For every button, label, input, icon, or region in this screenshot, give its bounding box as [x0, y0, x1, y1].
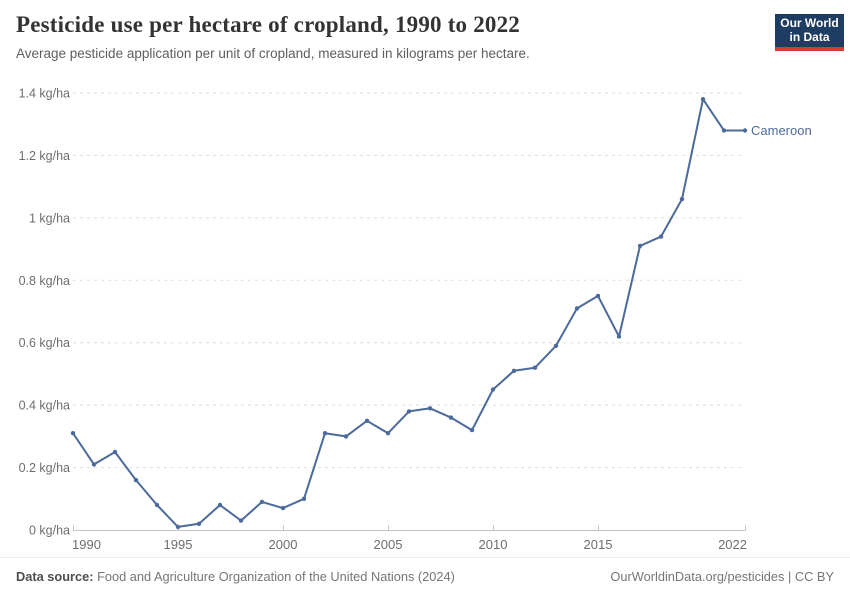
x-axis-tick-label: 2015 — [584, 537, 613, 552]
data-point — [196, 521, 202, 526]
attribution: OurWorldinData.org/pesticides | CC BY — [610, 569, 834, 584]
x-axis-tick-label: 1990 — [72, 537, 101, 552]
y-axis-tick-label: 1 kg/ha — [29, 211, 70, 225]
data-point — [112, 449, 118, 455]
data-point — [406, 409, 412, 414]
data-point — [658, 234, 664, 239]
chart-subtitle: Average pesticide application per unit o… — [16, 46, 530, 61]
data-point — [385, 431, 391, 436]
data-point — [490, 387, 496, 392]
data-point — [70, 431, 76, 436]
data-point — [700, 97, 706, 102]
chart-title: Pesticide use per hectare of cropland, 1… — [16, 12, 521, 37]
y-axis-tick-label: 1.4 kg/ha — [19, 87, 70, 101]
x-axis-tick-label: 2005 — [374, 537, 403, 552]
data-point — [280, 505, 286, 511]
data-point — [154, 502, 160, 508]
data-point — [301, 496, 307, 501]
data-source: Data source: Food and Agriculture Organi… — [16, 569, 455, 584]
data-point — [679, 196, 685, 202]
data-point — [511, 368, 517, 373]
data-point — [595, 293, 601, 299]
data-point — [721, 128, 727, 133]
data-point — [532, 365, 538, 370]
data-point — [637, 243, 643, 249]
data-point — [133, 477, 139, 483]
x-axis-tick-label: 2000 — [269, 537, 298, 552]
chart-header: Pesticide use per hectare of cropland, 1… — [16, 12, 756, 61]
data-point — [742, 128, 748, 133]
data-point — [175, 524, 181, 530]
owid-logo-box: Our World in Data — [775, 14, 844, 51]
data-point — [217, 502, 223, 508]
data-point — [91, 462, 97, 467]
y-axis-tick-label: 0.6 kg/ha — [19, 336, 70, 350]
owid-logo-line2: in Data — [789, 29, 830, 44]
data-point — [238, 518, 244, 523]
data-point — [259, 499, 265, 505]
data-point — [469, 427, 475, 433]
series-label-cameroon: Cameroon — [751, 123, 812, 138]
data-point — [322, 431, 328, 436]
x-axis-tick-label: 2022 — [718, 537, 747, 552]
data-point — [343, 434, 349, 439]
data-source-label: Data source: — [16, 569, 94, 584]
y-axis-tick-label: 0 kg/ha — [29, 524, 70, 538]
data-point — [616, 334, 622, 339]
data-point — [364, 418, 370, 423]
data-point — [427, 406, 433, 411]
y-axis-tick-label: 0.4 kg/ha — [19, 399, 70, 413]
y-axis-tick-label: 0.8 kg/ha — [19, 274, 70, 288]
data-source-text: Food and Agriculture Organization of the… — [93, 569, 455, 584]
data-point — [448, 415, 454, 420]
chart-footer: Data source: Food and Agriculture Organi… — [0, 557, 850, 600]
data-point — [574, 306, 580, 311]
owid-logo-line1: Our World — [780, 16, 839, 30]
y-axis-tick-label: 1.2 kg/ha — [19, 149, 70, 163]
series-line-cameroon — [72, 98, 746, 528]
y-axis-tick-label: 0.2 kg/ha — [19, 461, 70, 475]
x-axis-tick-label: 2010 — [479, 537, 508, 552]
x-axis-tick-label: 1995 — [164, 537, 193, 552]
data-point — [553, 343, 559, 348]
